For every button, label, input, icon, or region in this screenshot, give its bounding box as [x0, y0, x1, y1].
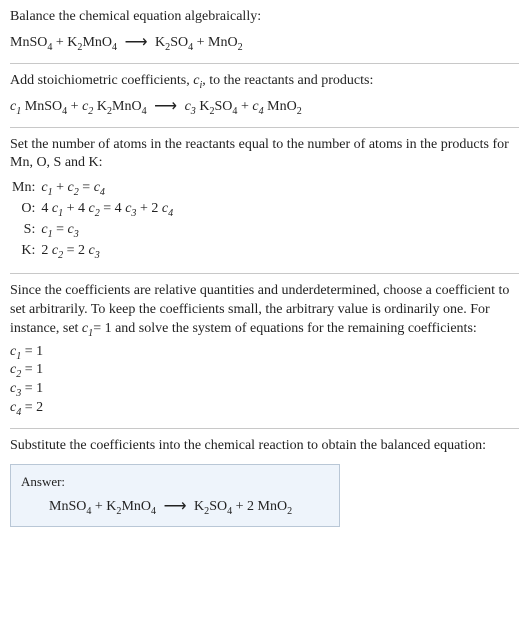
separator: [10, 428, 519, 429]
balanced-equation: MnSO4 + K2MnO4 ⟶ K2SO4 + 2 MnO2: [21, 495, 329, 517]
intro-text: Set the number of atoms in the reactants…: [10, 136, 519, 174]
unbalanced-equation: MnSO4 + K2MnO4 ⟶ K2SO4 + MnO2: [10, 31, 519, 53]
atom-row: O:4 c1 + 4 c2 = 4 c3 + 2 c4: [12, 200, 179, 221]
atom-row: Mn:c1 + c2 = c4: [12, 179, 179, 200]
solution-line: c1 = 1: [10, 343, 519, 362]
separator: [10, 63, 519, 64]
section-add-coeffs: Add stoichiometric coefficients, ci, to …: [10, 72, 519, 117]
intro-text: Add stoichiometric coefficients, ci, to …: [10, 72, 519, 91]
balance-equation: 2 c2 = 2 c3: [41, 242, 179, 263]
section-atom-balance: Set the number of atoms in the reactants…: [10, 136, 519, 263]
atom-row: K:2 c2 = 2 c3: [12, 242, 179, 263]
coeff-equation: c1 MnSO4 + c2 K2MnO4 ⟶ c3 K2SO4 + c4 MnO…: [10, 95, 519, 117]
balance-equation: c1 = c3: [41, 221, 179, 242]
intro-text: Substitute the coefficients into the che…: [10, 437, 519, 456]
element-label: Mn:: [12, 179, 41, 200]
section-solve: Since the coefficients are relative quan…: [10, 282, 519, 418]
atom-row: S:c1 = c3: [12, 221, 179, 242]
balance-equation: 4 c1 + 4 c2 = 4 c3 + 2 c4: [41, 200, 179, 221]
section-answer: Substitute the coefficients into the che…: [10, 437, 519, 527]
solution-line: c4 = 2: [10, 399, 519, 418]
element-label: O:: [12, 200, 41, 221]
intro-text: Balance the chemical equation algebraica…: [10, 8, 519, 27]
atom-balance-table: Mn:c1 + c2 = c4O:4 c1 + 4 c2 = 4 c3 + 2 …: [12, 179, 179, 263]
separator: [10, 273, 519, 274]
solution-list: c1 = 1c2 = 1c3 = 1c4 = 2: [10, 343, 519, 419]
balance-equation: c1 + c2 = c4: [41, 179, 179, 200]
answer-label: Answer:: [21, 473, 329, 491]
solution-line: c2 = 1: [10, 361, 519, 380]
intro-text: Since the coefficients are relative quan…: [10, 282, 519, 339]
answer-box: Answer: MnSO4 + K2MnO4 ⟶ K2SO4 + 2 MnO2: [10, 464, 340, 527]
element-label: S:: [12, 221, 41, 242]
element-label: K:: [12, 242, 41, 263]
section-balance-intro: Balance the chemical equation algebraica…: [10, 8, 519, 53]
solution-line: c3 = 1: [10, 380, 519, 399]
separator: [10, 127, 519, 128]
